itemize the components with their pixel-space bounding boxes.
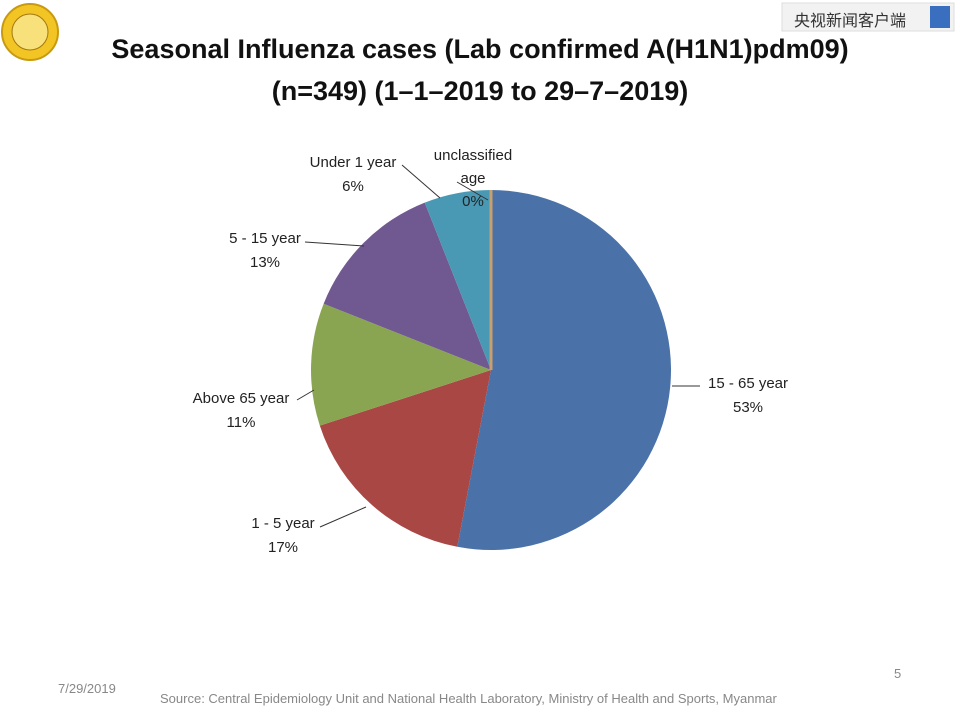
- slice-value-label: 53%: [732, 399, 764, 416]
- leader-line: [401, 164, 441, 199]
- pie-slice: [323, 202, 491, 370]
- slice-label: 5 - 15 year: [229, 230, 301, 247]
- leader-line: [319, 506, 367, 528]
- logo-inner: [11, 13, 49, 51]
- slice-label: Above 65 year: [192, 390, 290, 407]
- slice-label: unclassified age: [433, 147, 513, 187]
- slice-label: Under 1 year: [309, 154, 397, 171]
- watermark-icon: [930, 6, 950, 28]
- leader-line: [456, 181, 489, 201]
- slice-value-label: 11%: [226, 414, 256, 431]
- slice-value-label: 17%: [267, 539, 299, 556]
- pie-slice: [424, 190, 491, 370]
- slice-label: 1 - 5 year: [251, 515, 315, 532]
- watermark-box: [781, 2, 955, 32]
- slice-label: 15 - 65 year: [707, 375, 789, 392]
- page-number: 5: [894, 666, 902, 681]
- slice-value-label: 0%: [462, 193, 484, 210]
- pie-slice: [310, 303, 491, 426]
- source: Source: Central Epidemiology Unit and Na…: [160, 691, 777, 706]
- slice-value-label: 13%: [249, 254, 281, 271]
- watermark: 央视新闻客户端: [794, 13, 907, 30]
- chart-title: (n=349) (1–1–2019 to 29–7–2019): [271, 76, 689, 106]
- leader-line: [296, 389, 315, 401]
- footer-date: 7/29/2019: [58, 681, 116, 696]
- chart-title: Seasonal Influenza cases (Lab confirmed …: [111, 34, 849, 64]
- pie-slice: [319, 370, 491, 547]
- pie-slice: [457, 190, 671, 550]
- leader-line: [304, 241, 365, 247]
- slice-value-label: 6%: [342, 178, 364, 195]
